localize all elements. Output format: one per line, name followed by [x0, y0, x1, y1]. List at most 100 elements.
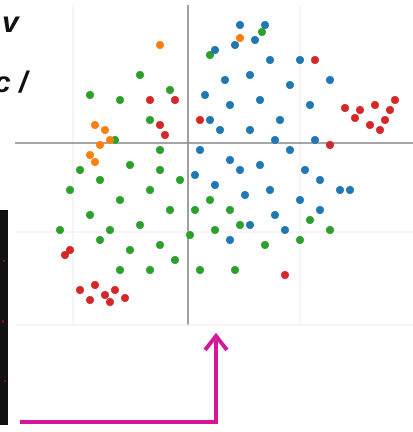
point — [156, 41, 164, 49]
point — [271, 211, 279, 219]
point — [96, 176, 104, 184]
point — [266, 186, 274, 194]
point — [281, 226, 289, 234]
point — [261, 241, 269, 249]
point — [341, 104, 349, 112]
point — [206, 116, 214, 124]
point — [76, 166, 84, 174]
point — [326, 226, 334, 234]
point — [236, 221, 244, 229]
point — [86, 211, 94, 219]
point — [111, 286, 119, 294]
point — [66, 246, 74, 254]
point — [101, 126, 109, 134]
point — [136, 221, 144, 229]
point — [376, 126, 384, 134]
point — [231, 41, 239, 49]
point — [346, 186, 354, 194]
point — [306, 101, 314, 109]
point — [336, 186, 344, 194]
point — [258, 28, 266, 36]
point — [146, 266, 154, 274]
point — [101, 291, 109, 299]
point — [311, 56, 319, 64]
point — [171, 96, 179, 104]
point — [196, 146, 204, 154]
point — [86, 91, 94, 99]
point — [236, 21, 244, 29]
image-speck — [4, 380, 6, 382]
point — [126, 161, 134, 169]
point — [206, 51, 214, 59]
point — [116, 96, 124, 104]
point — [311, 136, 319, 144]
point — [246, 221, 254, 229]
point — [146, 186, 154, 194]
point — [146, 96, 154, 104]
arrow — [20, 340, 218, 424]
point — [256, 161, 264, 169]
point — [156, 146, 164, 154]
point — [261, 21, 269, 29]
point — [216, 126, 224, 134]
point — [106, 298, 114, 306]
point — [176, 176, 184, 184]
point — [296, 56, 304, 64]
point — [316, 176, 324, 184]
point — [296, 236, 304, 244]
point — [301, 166, 309, 174]
point — [156, 121, 164, 129]
point — [226, 156, 234, 164]
point — [211, 226, 219, 234]
point — [356, 106, 364, 114]
point — [126, 246, 134, 254]
annotation: c / — [0, 66, 30, 99]
point — [121, 294, 129, 302]
point — [191, 171, 199, 179]
point — [326, 141, 334, 149]
point — [96, 236, 104, 244]
point — [61, 251, 69, 259]
point — [76, 286, 84, 294]
point — [316, 206, 324, 214]
point — [91, 281, 99, 289]
point — [306, 216, 314, 224]
point — [266, 56, 274, 64]
point — [91, 121, 99, 129]
point — [296, 196, 304, 204]
point — [86, 151, 94, 159]
point — [106, 136, 114, 144]
point — [206, 196, 214, 204]
point — [186, 231, 194, 239]
point — [226, 101, 234, 109]
point — [326, 76, 334, 84]
point — [251, 36, 259, 44]
point — [371, 101, 379, 109]
point — [231, 266, 239, 274]
point — [66, 186, 74, 194]
arrow-head — [203, 332, 229, 352]
point — [161, 131, 169, 139]
point — [86, 296, 94, 304]
point — [386, 106, 394, 114]
point — [116, 196, 124, 204]
point — [156, 166, 164, 174]
point — [351, 114, 359, 122]
point — [196, 116, 204, 124]
point — [286, 81, 294, 89]
point — [226, 236, 234, 244]
point — [236, 166, 244, 174]
point — [166, 86, 174, 94]
point — [56, 226, 64, 234]
point — [281, 271, 289, 279]
point — [366, 121, 374, 129]
image-speck — [2, 320, 4, 323]
point — [391, 96, 399, 104]
point — [106, 226, 114, 234]
point — [381, 116, 389, 124]
point — [96, 141, 104, 149]
image-speck — [3, 260, 5, 262]
annotation: v — [2, 6, 21, 39]
point — [286, 146, 294, 154]
